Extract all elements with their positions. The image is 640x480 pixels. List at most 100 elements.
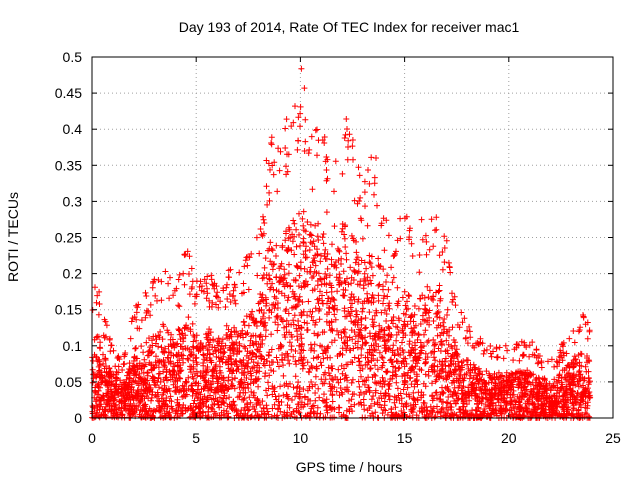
data-point-plus — [437, 348, 444, 354]
data-point-plus — [371, 180, 378, 187]
data-point-plus — [359, 308, 366, 315]
data-point-plus — [559, 357, 566, 364]
data-point-plus — [252, 408, 259, 415]
data-point-plus — [159, 336, 166, 343]
data-point-plus — [242, 362, 249, 369]
y-tick-label: 0.45 — [55, 85, 82, 101]
data-point-plus — [348, 396, 355, 403]
data-point-plus — [436, 287, 443, 294]
data-point-plus — [511, 346, 518, 353]
data-point-plus — [169, 336, 176, 343]
data-point-plus — [148, 397, 154, 404]
data-point-plus — [300, 235, 307, 242]
data-point-plus — [311, 257, 318, 264]
data-point-plus — [354, 321, 361, 328]
data-point-plus — [380, 295, 387, 302]
data-point-plus — [477, 408, 483, 415]
data-point-plus — [181, 281, 188, 288]
data-point-plus — [318, 362, 325, 369]
data-point-plus — [263, 300, 270, 307]
data-point-plus — [337, 385, 344, 391]
data-point-plus — [281, 292, 288, 299]
data-point-plus — [336, 271, 343, 278]
data-point-plus — [317, 410, 324, 417]
data-point-plus — [456, 375, 463, 382]
x-tick-label: 15 — [397, 430, 413, 446]
data-point-plus — [338, 335, 345, 341]
data-point-plus — [322, 256, 329, 262]
data-point-plus — [492, 406, 499, 413]
data-point-plus — [265, 385, 272, 392]
data-point-plus — [225, 274, 232, 281]
data-point-plus — [289, 231, 296, 238]
data-point-plus — [299, 360, 306, 367]
data-point-plus — [292, 373, 299, 380]
data-point-plus — [230, 398, 237, 405]
data-point-plus — [534, 360, 541, 367]
data-point-plus — [393, 337, 400, 344]
y-tick-label: 0.25 — [55, 230, 82, 246]
data-point-plus — [393, 248, 399, 255]
data-point-plus — [177, 367, 184, 374]
data-point-plus — [371, 319, 377, 326]
data-point-plus — [298, 284, 305, 291]
data-point-plus — [443, 237, 450, 244]
data-point-plus — [432, 227, 438, 234]
data-point-plus — [332, 259, 339, 265]
data-point-plus — [319, 343, 325, 350]
data-point-plus — [267, 166, 273, 173]
data-point-plus — [406, 236, 412, 243]
data-point-plus — [378, 404, 385, 411]
data-point-plus — [341, 307, 348, 314]
data-point-plus — [100, 351, 106, 358]
data-point-plus — [482, 380, 489, 387]
data-point-plus — [556, 389, 563, 396]
data-point-plus — [248, 250, 255, 257]
data-point-plus — [176, 357, 183, 364]
axis-ticks — [91, 56, 614, 419]
data-point-plus — [340, 268, 347, 275]
data-point-plus — [383, 347, 389, 354]
data-point-plus — [416, 269, 423, 276]
data-point-plus — [363, 324, 369, 331]
data-point-plus — [399, 339, 405, 346]
data-point-plus — [429, 380, 435, 387]
data-point-plus — [490, 409, 497, 416]
data-point-plus — [268, 367, 274, 374]
data-point-plus — [407, 352, 413, 359]
data-point-plus — [268, 134, 275, 141]
data-point-plus — [578, 391, 585, 398]
data-point-plus — [268, 413, 275, 420]
data-point-plus — [415, 305, 422, 312]
data-point-plus — [182, 332, 189, 339]
data-point-plus — [422, 302, 429, 309]
data-point-plus — [363, 265, 370, 272]
data-point-plus — [341, 231, 348, 238]
data-point-plus — [460, 383, 467, 390]
data-point-plus — [285, 151, 292, 158]
data-point-plus — [160, 323, 167, 330]
data-point-plus — [320, 355, 327, 362]
data-point-plus — [261, 264, 268, 271]
data-point-plus — [483, 346, 490, 353]
data-point-plus — [297, 242, 303, 249]
data-point-plus — [383, 311, 390, 317]
data-point-plus — [97, 384, 103, 391]
data-point-plus — [171, 287, 178, 294]
data-point-plus — [268, 141, 275, 148]
data-point-plus — [273, 274, 280, 281]
data-point-plus — [412, 401, 419, 408]
data-point-plus — [294, 146, 301, 153]
data-point-plus — [477, 335, 484, 342]
data-point-plus — [266, 314, 273, 321]
data-point-plus — [361, 189, 368, 196]
data-point-plus — [338, 255, 345, 262]
data-point-plus — [383, 318, 390, 324]
data-point-plus — [218, 356, 225, 363]
data-point-plus — [223, 322, 230, 329]
data-point-plus — [308, 379, 315, 385]
data-point-plus — [314, 233, 321, 240]
data-point-plus — [161, 382, 168, 389]
data-point-plus — [582, 363, 589, 370]
data-point-plus — [136, 370, 143, 377]
